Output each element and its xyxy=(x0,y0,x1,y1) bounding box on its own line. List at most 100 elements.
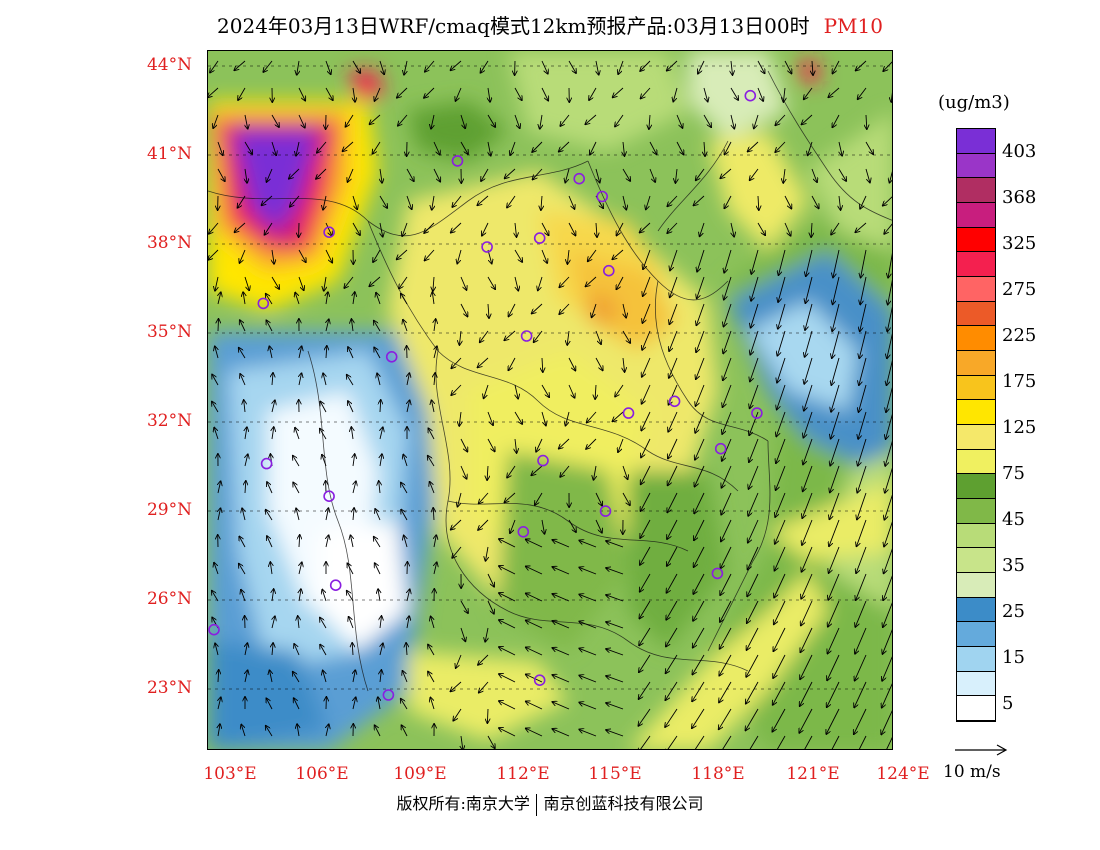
wind-arrow xyxy=(344,276,354,288)
wind-arrow xyxy=(746,681,759,704)
wind-arrow xyxy=(451,681,462,691)
wind-arrow xyxy=(526,701,543,710)
wind-arrow xyxy=(757,60,765,73)
wind-arrow xyxy=(289,168,300,179)
wind-arrow xyxy=(723,384,732,407)
wind-arrow xyxy=(725,141,732,154)
wind-arrow xyxy=(719,708,732,729)
wind-arrow xyxy=(881,710,892,734)
wind-arrow xyxy=(379,481,380,494)
wind-arrow xyxy=(567,330,569,345)
wind-arrow xyxy=(373,249,381,262)
wind-arrow xyxy=(617,222,624,235)
wind-arrow xyxy=(833,60,840,73)
station-marker xyxy=(451,155,464,167)
wind-vectors xyxy=(208,60,892,749)
wind-arrow xyxy=(613,411,624,421)
wind-arrow xyxy=(801,600,813,626)
colorbar-label: 368 xyxy=(1002,187,1037,208)
wind-arrow xyxy=(669,357,678,378)
wind-arrow xyxy=(487,735,495,748)
wind-arrow xyxy=(480,330,489,342)
colorbar-segment xyxy=(957,351,995,376)
forecast-map xyxy=(207,50,893,750)
wind-arrow xyxy=(828,573,840,600)
lon-tick-label: 118°E xyxy=(691,764,745,784)
colorbar-segment xyxy=(957,647,995,672)
station-marker xyxy=(520,330,533,342)
wind-arrow xyxy=(649,168,655,182)
wind-arrow xyxy=(509,303,516,316)
wind-arrow xyxy=(399,276,408,289)
wind-arrow xyxy=(855,222,867,232)
wind-arrow xyxy=(406,643,407,656)
wind-arrow xyxy=(290,195,300,207)
lon-tick-label: 103°E xyxy=(203,764,257,784)
wind-arrow xyxy=(802,546,813,572)
wind-arrow xyxy=(379,60,384,74)
wind-arrow xyxy=(567,249,569,264)
wind-arrow xyxy=(541,249,547,263)
wind-arrow xyxy=(695,411,705,433)
wind-arrow xyxy=(297,60,299,75)
wind-arrow xyxy=(568,519,576,532)
wind-arrow xyxy=(595,384,596,399)
wind-arrow xyxy=(720,600,732,622)
wind-arrow xyxy=(244,141,252,154)
wind-arrow xyxy=(218,481,221,494)
wind-arrow xyxy=(883,575,892,600)
wind-arrow xyxy=(579,594,597,602)
wind-arrow xyxy=(748,519,759,543)
wind-arrow xyxy=(830,465,840,492)
wind-arrow xyxy=(541,87,548,101)
wind-arrow xyxy=(775,141,786,152)
wind-arrow xyxy=(451,357,462,368)
wind-arrow xyxy=(886,387,892,412)
wind-arrow xyxy=(568,384,575,398)
wind-arrow xyxy=(214,563,219,575)
wind-arrow xyxy=(323,195,326,210)
lon-tick-label: 121°E xyxy=(786,764,840,784)
wind-arrow xyxy=(859,384,867,412)
wind-arrow xyxy=(805,303,813,330)
wind-arrow xyxy=(425,60,435,72)
wind-arrow xyxy=(241,725,246,737)
wind-arrow xyxy=(804,87,813,99)
wind-arrow xyxy=(828,600,840,627)
wind-arrow xyxy=(884,494,892,520)
wind-arrow xyxy=(855,600,867,627)
wind-arrow xyxy=(322,590,327,602)
wind-arrow xyxy=(703,114,711,127)
wind-arrow xyxy=(559,141,570,152)
wind-arrow xyxy=(777,384,786,410)
lat-tick-label: 41°N xyxy=(146,144,192,164)
wind-arrow xyxy=(348,401,354,413)
wind-arrow xyxy=(854,681,867,707)
wind-arrow xyxy=(673,87,678,102)
wind-arrow xyxy=(487,276,495,289)
wind-arrow xyxy=(379,195,387,208)
wind-arrow xyxy=(370,114,381,124)
wind-arrow xyxy=(829,492,840,519)
station-marker xyxy=(714,442,727,455)
station-marker xyxy=(517,525,530,538)
wind-arrow xyxy=(802,114,813,124)
wind-arrow xyxy=(596,222,597,237)
wind-arrow xyxy=(299,562,302,575)
colorbar-segment xyxy=(957,548,995,573)
wind-arrow xyxy=(640,519,651,538)
wind-arrow xyxy=(615,114,624,127)
wind-arrow xyxy=(431,617,434,629)
wind-arrow xyxy=(298,87,305,101)
wind-arrow xyxy=(263,60,273,72)
wind-arrow xyxy=(244,276,249,290)
wind-arrow xyxy=(353,508,354,521)
wind-arrow xyxy=(213,114,219,128)
wind-arrow xyxy=(323,373,326,386)
wind-arrow xyxy=(724,276,732,300)
wind-arrow xyxy=(326,346,327,359)
station-marker xyxy=(668,395,681,408)
wind-arrow xyxy=(777,330,786,356)
wind-arrow xyxy=(240,374,246,386)
wind-arrow xyxy=(504,330,516,340)
